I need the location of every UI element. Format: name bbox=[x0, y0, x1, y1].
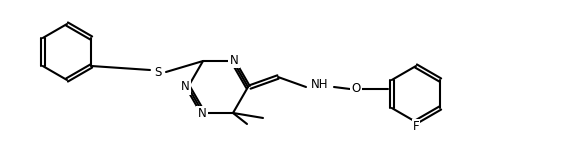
Text: N: N bbox=[230, 54, 238, 67]
Text: F: F bbox=[413, 121, 419, 133]
Text: N: N bbox=[198, 107, 207, 121]
Text: O: O bbox=[351, 83, 361, 95]
Text: NH: NH bbox=[311, 78, 329, 92]
Text: N: N bbox=[181, 81, 190, 93]
Text: S: S bbox=[155, 66, 162, 78]
